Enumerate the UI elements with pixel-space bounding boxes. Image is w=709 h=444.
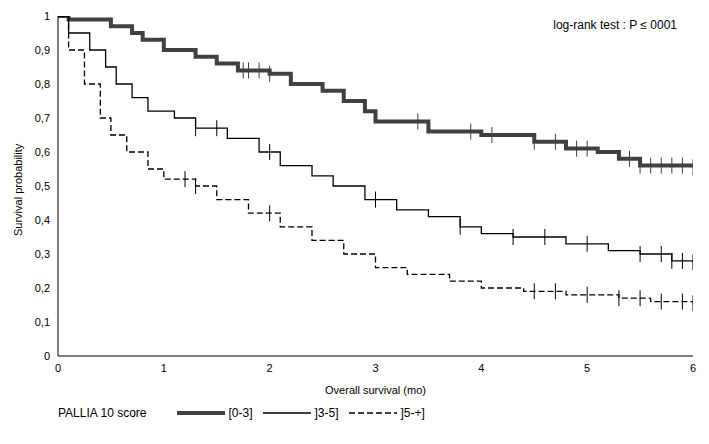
html-text:log-rank test : P ≤ 0001: log-rank test : P ≤ 0001 [553, 18, 677, 32]
svg-text:0,8: 0,8 [35, 78, 50, 90]
svg-text:Survival probability: Survival probability [12, 143, 24, 236]
svg-text:0,5: 0,5 [35, 180, 50, 192]
svg-text:1: 1 [44, 10, 50, 22]
svg-text:1: 1 [161, 362, 167, 374]
svg-text:0,1: 0,1 [35, 316, 50, 328]
svg-text:6: 6 [690, 362, 696, 374]
svg-text:0,2: 0,2 [35, 282, 50, 294]
svg-text:0: 0 [55, 362, 61, 374]
svg-text:3: 3 [372, 362, 378, 374]
svg-text:0,3: 0,3 [35, 248, 50, 260]
html-text:]3-5]: ]3-5] [314, 406, 339, 420]
html-text:[0-3]: [0-3] [228, 406, 253, 420]
html-text:]5-+]: ]5-+] [400, 406, 425, 420]
svg-text:4: 4 [478, 362, 484, 374]
svg-text:0,7: 0,7 [35, 112, 50, 124]
svg-text:0,4: 0,4 [35, 214, 50, 226]
svg-text:Overall survival (mo): Overall survival (mo) [325, 384, 426, 396]
svg-text:5: 5 [584, 362, 590, 374]
svg-text:0,6: 0,6 [35, 146, 50, 158]
svg-text:2: 2 [267, 362, 273, 374]
svg-text:0,9: 0,9 [35, 44, 50, 56]
html-text:PALLIA 10 score: PALLIA 10 score [58, 406, 147, 420]
svg-text:0: 0 [44, 350, 50, 362]
